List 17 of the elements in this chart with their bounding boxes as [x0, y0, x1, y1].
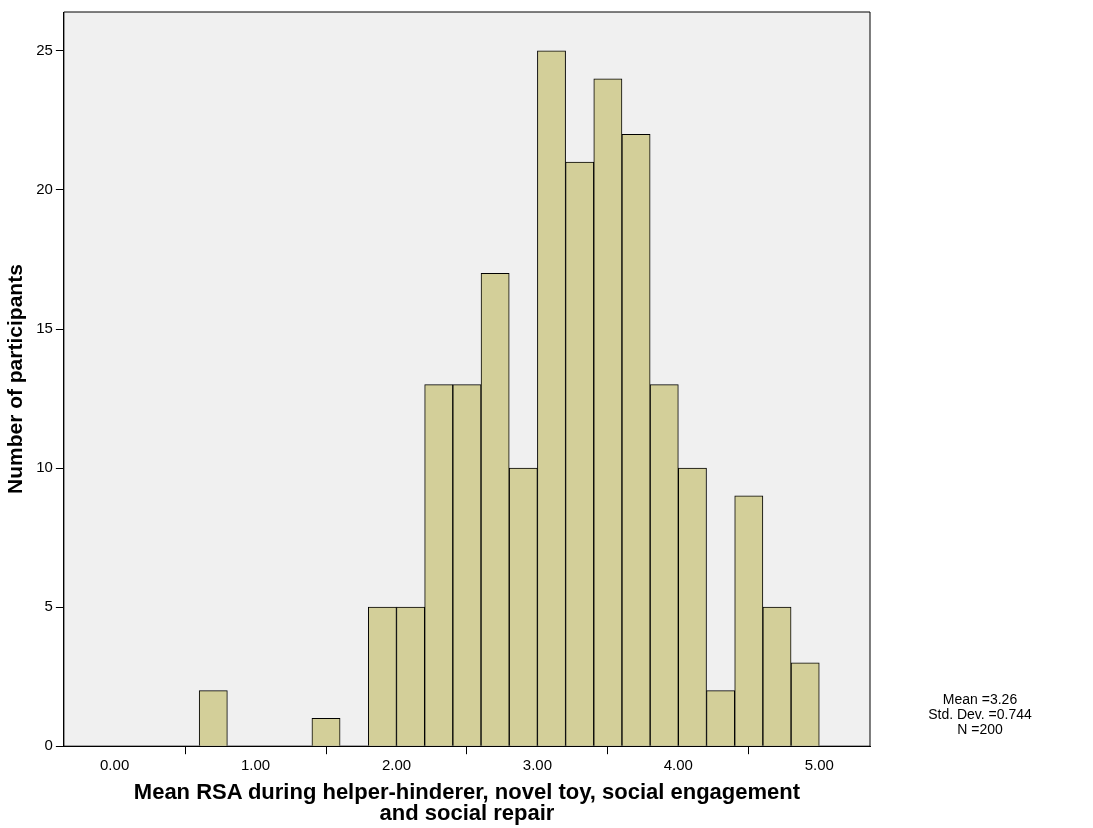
text: Std. Dev. =0.744 [927, 706, 1033, 722]
y-tick-label: 5 [44, 597, 53, 615]
x-tick-label: 2.00 [381, 756, 412, 774]
y-tick-label: 20 [36, 180, 53, 198]
y-tick-label: 10 [36, 458, 53, 476]
x-tick-label: 4.00 [663, 756, 693, 774]
x-tick-label: 0.00 [100, 756, 130, 774]
text: Mean =3.26 [941, 691, 1019, 707]
x-axis-title: Mean RSA during helper-hinderer, novel toy, social engagement and social repair [133, 778, 801, 825]
text: N =200 [956, 721, 1004, 737]
y-tick-label: 15 [36, 319, 53, 337]
y-tick-label: 0 [44, 736, 53, 754]
x-tick-label: 1.00 [240, 756, 271, 774]
x-tick-label: 5.00 [804, 756, 834, 774]
y-tick-label: 25 [36, 41, 53, 59]
y-axis-title: Number of participants [3, 264, 27, 495]
x-tick-label: 3.00 [522, 756, 553, 774]
